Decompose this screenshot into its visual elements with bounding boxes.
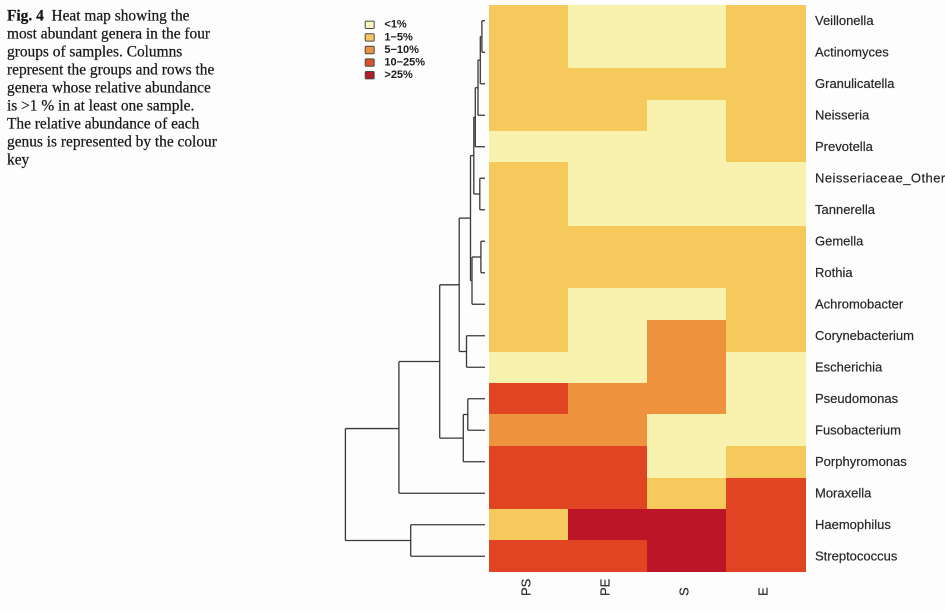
svg-text:Tannerella: Tannerella (815, 202, 876, 217)
svg-text:Granulicatella: Granulicatella (815, 76, 895, 91)
svg-text:Pseudomonas: Pseudomonas (815, 391, 899, 406)
svg-text:Fig. 4 Heat map showing the: Fig. 4 Heat map showing the (7, 8, 190, 25)
svg-text:Corynebacterium: Corynebacterium (815, 328, 914, 343)
svg-text:Achromobacter: Achromobacter (815, 297, 904, 312)
svg-text:is >1 % in at least one sample: is >1 % in at least one sample. (7, 98, 194, 115)
svg-text:10−25%: 10−25% (384, 57, 425, 69)
svg-text:Porphyromonas: Porphyromonas (815, 454, 907, 469)
svg-text:Veillonella: Veillonella (815, 13, 874, 28)
svg-text:The relative abundance of each: The relative abundance of each (7, 116, 200, 133)
svg-text:Gemella: Gemella (815, 234, 864, 249)
svg-text:S: S (677, 587, 692, 596)
svg-text:Prevotella: Prevotella (815, 139, 874, 154)
svg-text:groups of samples. Columns: groups of samples. Columns (7, 44, 182, 61)
svg-text:E: E (756, 587, 771, 596)
svg-text:Haemophilus: Haemophilus (815, 517, 891, 532)
svg-text:genus is represented by the co: genus is represented by the colour (7, 134, 217, 151)
svg-text:Neisseria: Neisseria (815, 108, 870, 123)
svg-text:<1%: <1% (384, 19, 407, 31)
svg-text:5−10%: 5−10% (384, 44, 419, 56)
svg-text:Neisseriaceae_Other: Neisseriaceae_Other (815, 171, 945, 186)
svg-text:>25%: >25% (384, 69, 413, 81)
svg-text:PS: PS (518, 578, 533, 596)
svg-text:Rothia: Rothia (815, 265, 853, 280)
svg-text:represent the groups and rows: represent the groups and rows the (7, 62, 214, 79)
svg-text:most abundant genera in the fo: most abundant genera in the four (7, 26, 210, 43)
svg-text:1−5%: 1−5% (384, 31, 413, 43)
svg-text:genera whose relative abundanc: genera whose relative abundance (7, 80, 211, 97)
svg-text:PE: PE (597, 578, 612, 596)
svg-text:Actinomyces: Actinomyces (815, 45, 889, 60)
svg-text:Escherichia: Escherichia (815, 360, 883, 375)
svg-text:Moraxella: Moraxella (815, 486, 872, 501)
svg-text:Streptococcus: Streptococcus (815, 549, 898, 564)
svg-text:key: key (7, 152, 30, 169)
svg-text:Fusobacterium: Fusobacterium (815, 423, 901, 438)
